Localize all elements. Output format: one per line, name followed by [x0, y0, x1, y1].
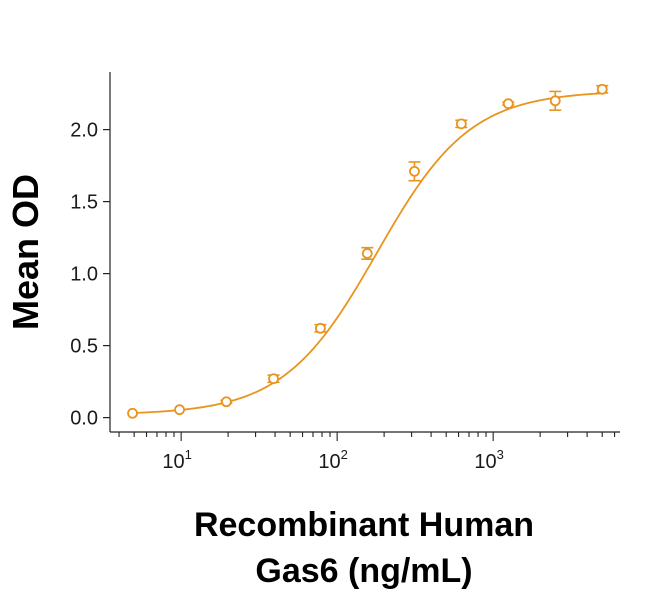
- fit-curve-layer: [132, 92, 603, 414]
- point-marker: [361, 248, 373, 259]
- point-marker: [409, 165, 420, 177]
- point-marker: [455, 118, 467, 130]
- y-tick-label: 1.0: [70, 264, 98, 286]
- y-tick-label: 2.0: [70, 120, 98, 142]
- x-tick-label: 101: [162, 447, 191, 473]
- data-point: [127, 407, 138, 419]
- point-marker: [549, 95, 561, 107]
- y-tick-label: 1.5: [70, 192, 98, 214]
- x-tick-base: 10: [162, 451, 184, 473]
- data-point: [314, 322, 327, 334]
- x-tick-exponent: 3: [497, 447, 504, 462]
- data-point: [361, 246, 374, 261]
- point-marker: [268, 373, 279, 385]
- x-tick-exponent: 2: [341, 447, 348, 462]
- data-point: [174, 404, 185, 416]
- x-tick-label: 102: [318, 447, 347, 473]
- axes: [109, 72, 620, 433]
- point-marker: [502, 98, 514, 110]
- point-marker: [174, 404, 185, 416]
- data-point: [455, 118, 468, 130]
- y-tick-label: 0.5: [70, 336, 98, 358]
- x-axis-title-line2: Gas6 (ng/mL): [255, 552, 472, 590]
- point-marker: [315, 322, 326, 334]
- y-tick-label: 0.0: [70, 408, 98, 430]
- data-points: [127, 83, 609, 419]
- x-tick-base: 10: [474, 451, 496, 473]
- x-tick-base: 10: [318, 451, 340, 473]
- y-axis-title: Mean OD: [5, 174, 46, 330]
- data-point: [596, 83, 609, 95]
- point-marker: [127, 407, 138, 419]
- data-point: [220, 396, 233, 408]
- data-point: [408, 161, 421, 182]
- ticks: [103, 129, 616, 441]
- x-tick-label: 103: [474, 447, 503, 473]
- data-point: [549, 90, 562, 111]
- data-point: [267, 373, 280, 385]
- data-point: [502, 98, 515, 110]
- x-axis-title-line1: Recombinant Human: [194, 506, 534, 544]
- point-marker: [220, 396, 232, 408]
- fit-curve: [132, 92, 603, 414]
- point-marker: [596, 83, 608, 95]
- x-tick-exponent: 1: [185, 447, 192, 462]
